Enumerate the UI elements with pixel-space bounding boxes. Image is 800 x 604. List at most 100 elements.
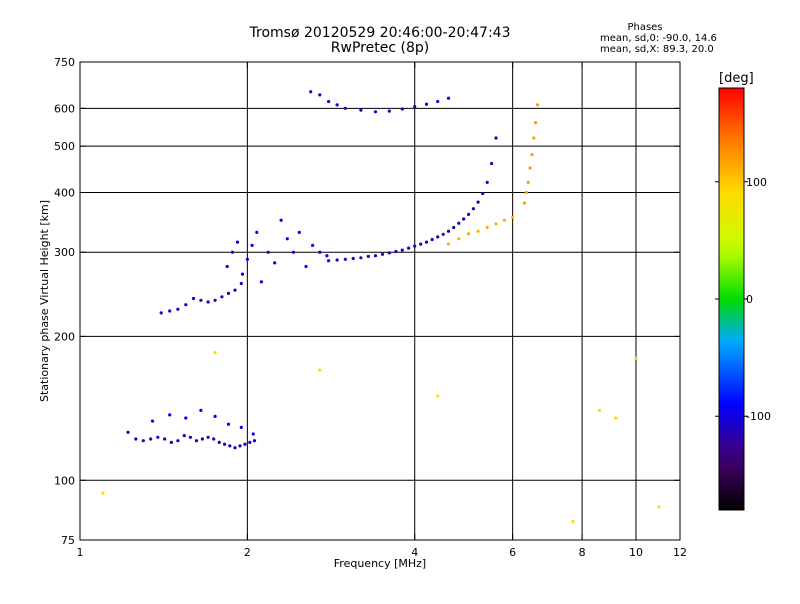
- chart-subtitle: RwPretec (8p): [330, 40, 430, 56]
- data-point: [532, 136, 536, 140]
- data-point: [424, 102, 429, 106]
- data-point: [213, 298, 217, 302]
- data-point: [436, 99, 440, 104]
- data-point: [212, 437, 216, 441]
- data-point: [343, 257, 347, 261]
- x-tick-label: 1: [77, 546, 84, 559]
- data-point: [657, 505, 661, 509]
- data-point: [176, 439, 180, 443]
- data-point: [141, 439, 145, 443]
- data-point: [279, 218, 283, 222]
- data-point: [273, 261, 277, 265]
- phase-stats-x-mode: mean, sd,X: 89.3, 20.0: [600, 44, 714, 55]
- x-tick-label: 10: [629, 546, 643, 559]
- data-point: [634, 356, 638, 360]
- data-point: [327, 259, 331, 263]
- data-point: [248, 440, 252, 444]
- data-point: [476, 200, 480, 204]
- data-point: [446, 229, 451, 233]
- data-point: [436, 235, 440, 239]
- data-point: [485, 225, 489, 230]
- data-point: [359, 108, 363, 112]
- colorbar: [718, 87, 745, 511]
- data-point: [223, 442, 227, 446]
- data-point: [380, 252, 385, 256]
- x-tick-label: 8: [579, 546, 586, 559]
- data-point: [400, 248, 404, 252]
- data-point: [446, 96, 451, 100]
- data-point: [230, 250, 234, 254]
- data-point: [462, 217, 466, 221]
- data-point: [502, 218, 506, 222]
- data-point: [213, 414, 217, 418]
- data-point: [188, 435, 192, 439]
- data-point: [430, 237, 434, 242]
- data-point: [598, 408, 602, 412]
- data-point: [413, 105, 417, 109]
- data-point: [245, 257, 249, 261]
- phases-heading: Phases: [627, 22, 663, 33]
- y-tick-label: 750: [54, 56, 75, 69]
- y-tick-label: 100: [54, 474, 75, 487]
- data-point: [467, 212, 471, 216]
- data-point: [530, 153, 534, 157]
- data-point: [191, 296, 196, 301]
- y-tick-label: 600: [54, 102, 75, 115]
- colorbar-tick-label: 0: [746, 293, 753, 306]
- data-point: [494, 222, 498, 226]
- data-point: [240, 272, 245, 276]
- data-point: [522, 201, 527, 205]
- data-point: [528, 166, 532, 170]
- colorbar-tick-label: 100: [746, 176, 767, 189]
- data-point: [184, 303, 188, 307]
- data-point: [304, 264, 308, 269]
- data-point: [226, 291, 231, 295]
- data-point: [239, 281, 243, 286]
- data-point: [327, 99, 331, 104]
- data-point: [373, 254, 378, 258]
- data-point: [199, 298, 203, 302]
- data-point: [614, 416, 618, 420]
- y-tick-label: 200: [54, 330, 75, 343]
- data-point: [351, 256, 355, 261]
- data-point: [481, 191, 485, 196]
- data-point: [467, 232, 471, 236]
- data-point: [235, 240, 240, 244]
- data-point: [436, 394, 440, 398]
- y-tick-label: 500: [54, 140, 75, 153]
- data-point: [407, 246, 411, 250]
- data-point: [571, 519, 575, 524]
- data-point: [134, 437, 138, 441]
- data-point: [233, 288, 237, 292]
- data-point: [206, 300, 210, 304]
- data-point: [168, 309, 172, 313]
- data-point: [359, 256, 363, 260]
- data-point: [200, 437, 204, 441]
- data-point: [285, 237, 289, 241]
- data-point: [217, 440, 221, 444]
- data-point: [335, 103, 339, 107]
- data-point: [213, 351, 217, 355]
- data-point: [168, 413, 172, 417]
- x-tick-label: 6: [509, 546, 516, 559]
- data-point: [471, 207, 475, 211]
- data-point: [419, 242, 423, 246]
- data-point: [490, 161, 494, 166]
- data-point: [524, 190, 528, 195]
- data-point: [309, 90, 313, 94]
- data-point: [169, 440, 173, 444]
- data-point: [182, 434, 186, 438]
- data-point: [476, 229, 480, 233]
- data-point: [318, 93, 322, 97]
- data-point: [206, 435, 210, 439]
- data-point: [510, 215, 515, 219]
- data-point: [387, 109, 391, 113]
- data-point: [149, 437, 153, 441]
- data-point: [400, 107, 404, 111]
- data-point: [266, 250, 270, 254]
- x-tick-label: 2: [244, 546, 251, 559]
- data-point: [413, 244, 417, 248]
- data-point: [101, 491, 105, 495]
